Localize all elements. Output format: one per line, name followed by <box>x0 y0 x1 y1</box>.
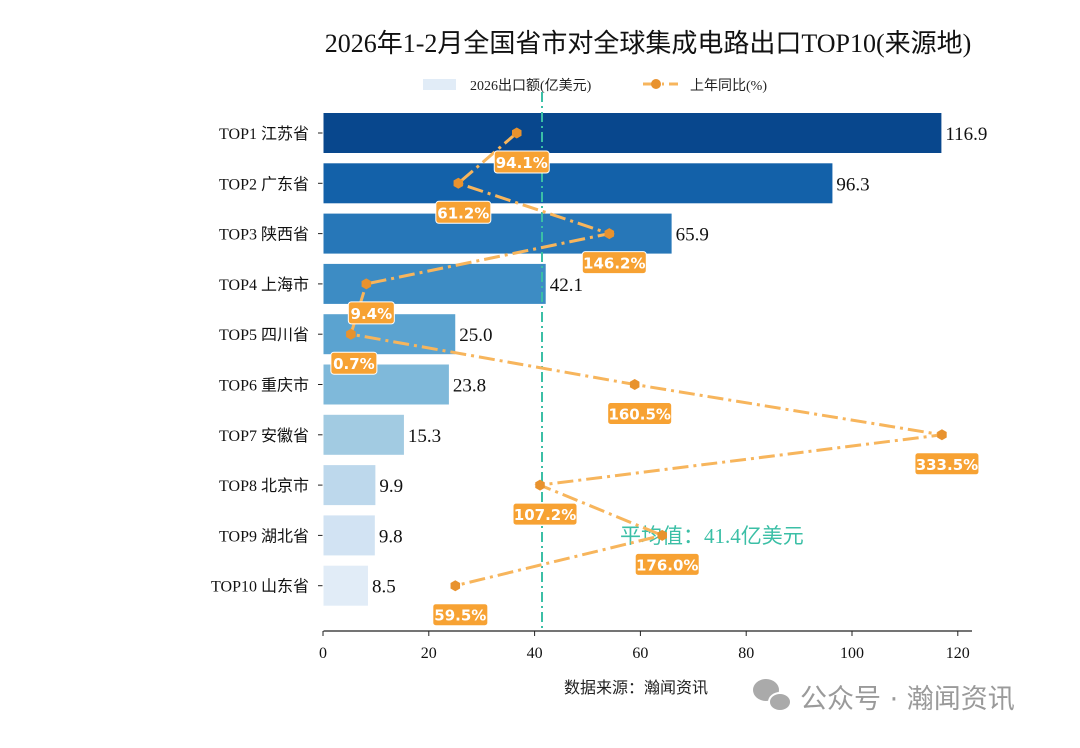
watermark: 公众号 · 瀚闻资讯 <box>753 679 1015 715</box>
x-tick-label: 40 <box>527 645 543 662</box>
yoy-value-label: 61.2% <box>435 200 492 224</box>
yoy-marker <box>346 328 356 340</box>
bar <box>323 213 672 254</box>
x-tick-label: 0 <box>319 645 327 662</box>
bar-value-label: 96.3 <box>836 174 869 195</box>
bar-value-label: 116.9 <box>945 124 987 145</box>
yoy-label-text: 59.5% <box>434 607 486 625</box>
legend-bar-label: 2026出口额(亿美元) <box>470 78 592 94</box>
bar <box>323 414 404 455</box>
legend-bar-swatch <box>423 79 456 90</box>
x-tick-label: 120 <box>946 645 970 662</box>
yoy-label-text: 146.2% <box>583 255 645 273</box>
yoy-marker <box>511 127 522 139</box>
category-tick-label: TOP3 陕西省 <box>219 226 309 244</box>
source-note: 数据来源：瀚闻资讯 <box>564 679 708 697</box>
yoy-value-label: 333.5% <box>914 452 980 476</box>
yoy-label-box <box>435 200 492 224</box>
yoy-marker <box>604 228 615 240</box>
yoy-value-label: 176.0% <box>634 552 700 576</box>
watermark-text: 公众号 · 瀚闻资讯 <box>800 684 1015 715</box>
yoy-label-box <box>607 402 673 425</box>
category-tick-label: TOP7 安徽省 <box>219 427 309 445</box>
x-tick-label: 100 <box>840 645 864 662</box>
wechat-icon <box>753 679 792 712</box>
bar-value-label: 8.5 <box>372 577 396 598</box>
yoy-marker <box>629 379 640 390</box>
yoy-marker <box>937 429 947 441</box>
yoy-label-box <box>581 251 647 275</box>
yoy-value-label: 59.5% <box>432 603 489 627</box>
x-tick-label: 60 <box>632 645 648 662</box>
yoy-label-text: 176.0% <box>636 556 698 574</box>
yoy-line <box>348 131 943 588</box>
yoy-value-label: 94.1% <box>493 150 550 174</box>
yoy-value-label: 9.4% <box>347 301 395 325</box>
yoy-label-text: 94.1% <box>496 154 548 172</box>
x-tick-label: 20 <box>421 645 437 662</box>
yoy-marker <box>361 278 372 290</box>
bar-value-label: 23.8 <box>453 376 486 397</box>
yoy-marker <box>657 529 667 541</box>
yoy-label-box <box>432 603 489 627</box>
legend: 2026出口额(亿美元) 上年同比(%) <box>423 78 767 94</box>
yoy-label-box <box>634 552 700 576</box>
category-tick-label: TOP6 重庆市 <box>219 377 309 395</box>
category-tick-label: TOP10 山东省 <box>211 578 309 596</box>
legend-line-marker <box>651 79 661 89</box>
legend-line-label: 上年同比(%) <box>690 78 767 94</box>
category-tick-label: TOP1 江苏省 <box>219 125 309 143</box>
yoy-label-text: 61.2% <box>437 204 489 222</box>
yoy-value-label: 146.2% <box>581 251 647 275</box>
yoy-label-box <box>330 351 378 375</box>
bar-value-label: 65.9 <box>676 225 709 246</box>
yoy-label-box <box>512 502 578 526</box>
category-tick-label: TOP8 北京市 <box>219 477 309 495</box>
bar <box>323 465 376 506</box>
yoy-marker <box>535 479 545 491</box>
bar-value-label: 9.9 <box>379 476 403 497</box>
yoy-value-label: 107.2% <box>512 502 578 526</box>
bar <box>323 163 833 204</box>
yoy-label-text: 0.7% <box>333 355 375 373</box>
bar <box>323 515 375 556</box>
yoy-label-text: 9.4% <box>351 305 393 323</box>
yoy-label-box <box>914 452 980 476</box>
yoy-marker <box>450 580 461 592</box>
chart-title: 2026年1-2月全国省市对全球集成电路出口TOP10(来源地) <box>325 29 972 58</box>
bar-value-label: 42.1 <box>550 275 583 296</box>
yoy-label-text: 333.5% <box>916 456 978 474</box>
x-tick-label: 80 <box>738 645 754 662</box>
category-tick-label: TOP4 上海市 <box>219 276 309 294</box>
yoy-label-text: 107.2% <box>514 506 576 524</box>
yoy-label-box <box>493 150 550 174</box>
bar-value-label: 15.3 <box>408 426 441 447</box>
category-tick-label: TOP2 广东省 <box>219 175 309 193</box>
bar-value-label: 25.0 <box>459 325 492 346</box>
category-tick-label: TOP9 湖北省 <box>219 527 309 545</box>
yoy-label-box <box>347 301 395 325</box>
yoy-label-text: 160.5% <box>608 406 670 424</box>
yoy-value-label: 160.5% <box>607 402 673 425</box>
bar <box>323 113 942 153</box>
bar <box>323 565 368 606</box>
yoy-value-label: 0.7% <box>330 351 378 375</box>
bar-value-label: 9.8 <box>379 526 403 547</box>
average-label: 平均值：41.4亿美元 <box>620 524 804 548</box>
yoy-marker <box>453 177 464 189</box>
category-tick-label: TOP5 四川省 <box>219 326 309 344</box>
